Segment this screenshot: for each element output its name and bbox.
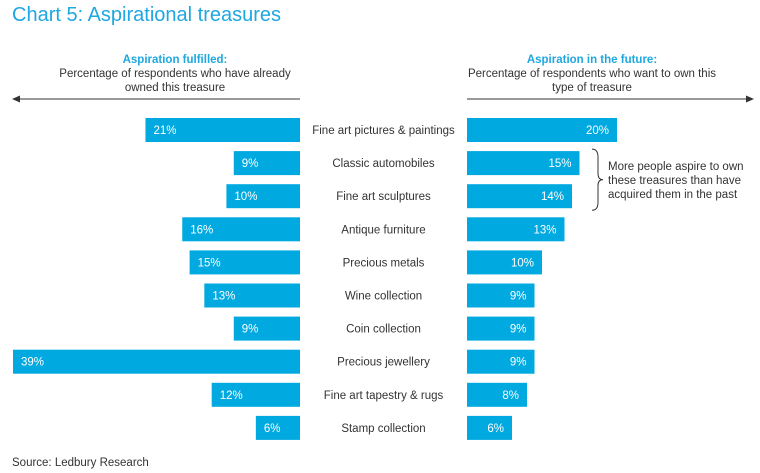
right-bar-label: 6% [487, 423, 504, 435]
right-bar-label: 14% [541, 191, 564, 203]
left-bar-label: 9% [242, 158, 259, 170]
right-header: Aspiration in the future: Percentage of … [467, 53, 717, 95]
right-bar [467, 217, 565, 242]
left-header: Aspiration fulfilled: Percentage of resp… [50, 53, 300, 95]
left-bar [189, 250, 300, 275]
source-note: Source: Ledbury Research [12, 457, 149, 469]
right-bar [467, 250, 542, 275]
right-bar [467, 118, 617, 142]
left-bar [145, 118, 300, 142]
right-header-subtitle: Percentage of respondents who want to ow… [467, 68, 717, 94]
right-bar-label: 20% [586, 125, 609, 137]
category-label: Precious metals [343, 257, 425, 269]
left-bar-label: 15% [198, 257, 221, 269]
left-bar [182, 217, 300, 242]
right-bar [467, 151, 580, 176]
left-bar [233, 316, 300, 341]
left-bar-label: 21% [153, 125, 176, 137]
right-bar-label: 10% [511, 257, 534, 269]
category-label: Coin collection [346, 324, 421, 336]
right-bar [467, 316, 535, 341]
left-bar [211, 382, 300, 407]
category-label: Stamp collection [341, 423, 425, 435]
category-label: Wine collection [345, 291, 422, 303]
right-bar-label: 9% [510, 357, 527, 369]
category-label: Fine art sculptures [336, 191, 431, 203]
left-bar-label: 10% [234, 191, 257, 203]
left-bar [255, 415, 300, 440]
right-bar [467, 382, 527, 407]
left-bar-label: 12% [220, 390, 243, 402]
right-bar-label: 8% [502, 390, 519, 402]
left-bar [13, 349, 300, 374]
left-bar [233, 151, 300, 176]
chart-title: Chart 5: Aspirational treasures [12, 4, 282, 26]
category-label: Classic automobiles [332, 158, 435, 170]
left-bar-label: 13% [212, 291, 235, 303]
annotation-brace [591, 148, 604, 211]
left-bar-label: 16% [190, 224, 213, 236]
right-bar [467, 415, 512, 440]
left-bar [226, 184, 300, 209]
right-bar [467, 184, 572, 209]
right-bar [467, 349, 535, 374]
left-header-subtitle: Percentage of respondents who have alrea… [59, 68, 291, 94]
right-bar-label: 9% [510, 291, 527, 303]
left-arrow-head [12, 95, 20, 103]
category-label: Fine art tapestry & rugs [324, 390, 444, 402]
category-label: Antique furniture [341, 224, 425, 236]
category-label: Precious jewellery [337, 357, 430, 369]
right-bar [467, 283, 535, 308]
left-bar-label: 9% [242, 324, 259, 336]
annotation-text: More people aspire to own these treasure… [608, 161, 744, 201]
right-bar-label: 13% [533, 224, 556, 236]
right-arrow-head [746, 95, 754, 103]
right-bar-label: 9% [510, 324, 527, 336]
right-bar-label: 15% [548, 158, 571, 170]
category-label: Fine art pictures & paintings [312, 125, 455, 137]
left-bar [204, 283, 300, 308]
left-bar-label: 6% [264, 423, 281, 435]
left-header-title: Aspiration fulfilled: [122, 54, 228, 66]
right-header-title: Aspiration in the future: [526, 54, 658, 66]
left-bar-label: 39% [21, 357, 44, 369]
